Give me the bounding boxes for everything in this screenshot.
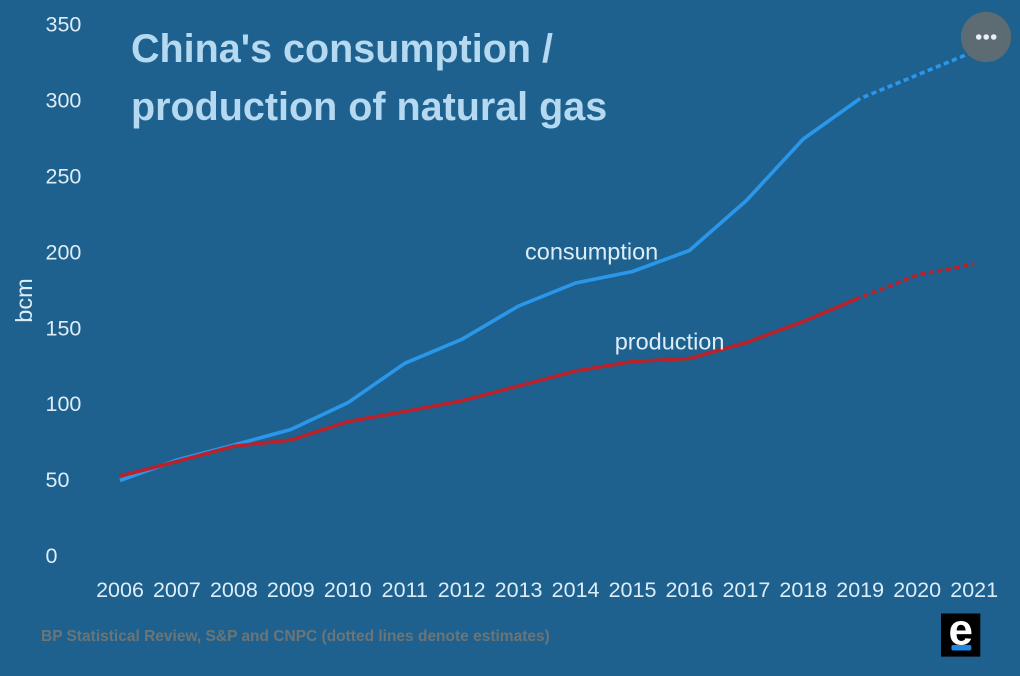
svg-text:production: production [615, 328, 725, 354]
svg-text:2009: 2009 [267, 578, 315, 602]
svg-text:2007: 2007 [153, 578, 201, 602]
svg-text:2016: 2016 [665, 578, 713, 602]
svg-text:2018: 2018 [779, 578, 827, 602]
svg-text:150: 150 [46, 316, 82, 340]
svg-text:300: 300 [46, 88, 82, 112]
svg-text:100: 100 [46, 392, 82, 416]
svg-text:2006: 2006 [96, 578, 144, 602]
svg-text:BP Statistical Review, S&P and: BP Statistical Review, S&P and CNPC (dot… [41, 628, 550, 645]
svg-text:2008: 2008 [210, 578, 258, 602]
svg-text:350: 350 [46, 13, 82, 37]
svg-text:2021: 2021 [950, 578, 998, 602]
svg-text:bcm: bcm [11, 278, 37, 322]
svg-text:2020: 2020 [893, 578, 941, 602]
svg-text:2012: 2012 [438, 578, 486, 602]
svg-text:2015: 2015 [609, 578, 657, 602]
svg-text:50: 50 [46, 468, 70, 492]
svg-text:production of natural gas: production of natural gas [131, 85, 607, 129]
svg-text:2014: 2014 [552, 578, 600, 602]
svg-text:China's consumption /: China's consumption / [131, 27, 553, 71]
svg-text:2017: 2017 [722, 578, 770, 602]
svg-text:200: 200 [46, 240, 82, 264]
svg-text:2011: 2011 [382, 578, 428, 602]
svg-text:consumption: consumption [525, 238, 658, 264]
svg-text:2019: 2019 [836, 578, 884, 602]
svg-text:250: 250 [46, 164, 82, 188]
svg-text:0: 0 [46, 544, 58, 568]
svg-text:2010: 2010 [324, 578, 372, 602]
svg-text:2013: 2013 [495, 578, 543, 602]
